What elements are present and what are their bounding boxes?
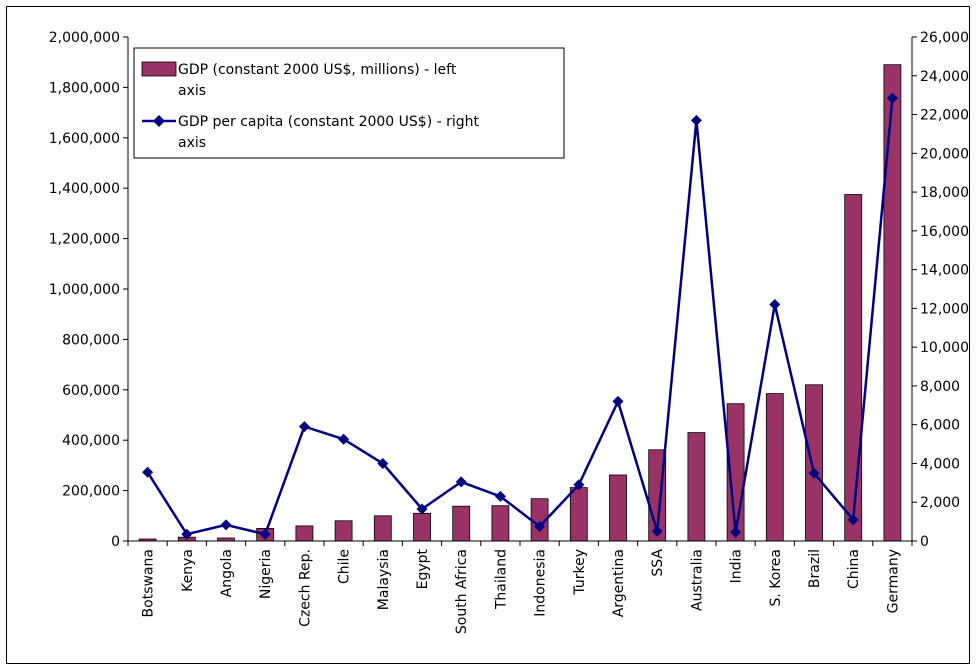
bar-s-korea [765,393,784,542]
bar-turkey [569,487,588,542]
category-label: South Africa [454,549,470,634]
legend-bar-label-line1: GDP (constant 2000 US$, millions) - left [178,62,457,78]
bar-egypt [413,512,431,542]
bar-malaysia [373,515,392,542]
legend-line-marker [153,115,165,127]
right-tick-label: 16,000 [920,224,969,240]
right-tick-label: 8,000 [920,379,960,395]
category-label: Czech Rep. [297,549,313,627]
line-marker-thailand [494,490,506,502]
legend-line-label-line1: GDP per capita (constant 2000 US$) - rig… [178,114,480,130]
left-tick-label: 1,000,000 [49,282,120,298]
line-marker-botswana [142,466,154,478]
bar-china [844,194,863,542]
category-label: Egypt [415,549,431,590]
left-tick-label: 1,800,000 [49,80,120,96]
category-label: Chile [337,549,353,584]
left-tick-label: 2,000,000 [49,30,120,46]
category-label: Indonesia [533,549,549,617]
line-marker-kenya [181,528,193,540]
line-marker-south-africa [455,476,467,488]
line-marker-china [847,514,859,526]
left-tick-label: 0 [111,534,120,550]
category-label: SSA [650,549,666,577]
category-labels: Botswana Kenya Angola Nigeria Czech Rep. Chil… [141,549,902,635]
right-tick-label: 12,000 [920,301,969,317]
category-label: China [846,549,862,589]
right-tick-label: 0 [920,534,929,550]
left-tick-label: 600,000 [62,383,120,399]
line-marker-czech-rep- [298,421,310,433]
category-label: Argentina [611,549,627,617]
left-tick-label: 1,200,000 [49,232,120,248]
category-label: Brazil [807,549,823,588]
category-label: Thailand [493,549,509,610]
bar-brazil [805,384,823,542]
right-tick-label: 20,000 [920,146,969,162]
right-tick-label: 22,000 [920,108,969,124]
bar-australia [687,432,706,542]
line-marker-nigeria [259,528,271,540]
bar-czech-rep- [295,525,314,542]
left-axis-ticks: 0 200,000 400,000 600,000 800,000 1,000,000 1,… [49,30,128,550]
right-tick-label: 24,000 [920,69,969,85]
left-tick-label: 800,000 [62,332,120,348]
legend-bar-swatch [141,61,177,77]
right-tick-label: 18,000 [920,185,969,201]
legend-bar-label-line2: axis [178,83,206,99]
right-tick-label: 14,000 [920,263,969,279]
line-series-group [142,92,898,540]
line-gdp-per-capita [146,97,894,536]
line-marker-argentina [612,395,624,407]
category-label: Australia [689,549,705,611]
bar-thailand [491,505,510,542]
line-marker-ssa [651,525,663,537]
right-tick-label: 6,000 [920,418,960,434]
line-marker-australia [690,114,702,126]
category-label: Germany [885,549,901,613]
line-marker-brazil [808,467,820,479]
category-label: Kenya [180,549,196,592]
line-marker-egypt [416,503,428,515]
line-marker-germany [886,92,898,104]
category-label: S. Korea [768,549,784,606]
right-tick-label: 2,000 [920,495,960,511]
legend-box [133,47,565,159]
line-marker-s-korea [769,299,781,310]
category-label: Angola [219,549,235,597]
legend-line-label-line2: axis [178,135,206,151]
right-tick-label: 4,000 [920,456,960,472]
left-tick-label: 1,400,000 [49,181,120,197]
line-marker-chile [338,433,350,445]
bar-south-africa [452,505,471,542]
bar-chile [334,520,353,542]
line-marker-malaysia [377,458,389,469]
right-tick-label: 10,000 [920,340,969,356]
left-tick-label: 200,000 [62,484,120,500]
left-tick-label: 1,600,000 [49,131,120,147]
left-tick-label: 400,000 [62,433,120,449]
category-label: Malaysia [376,549,392,610]
category-label: Nigeria [258,549,274,599]
line-marker-indonesia [534,521,546,532]
category-label: Turkey [572,549,588,596]
line-marker-angola [220,519,232,531]
right-axis-ticks: 0 2,000 4,000 6,000 8,000 10,000 12,000 14,000 1… [912,30,969,550]
line-marker-india [730,526,742,538]
category-label: India [729,549,745,583]
line-marker-turkey [573,479,585,491]
legend: GDP (constant 2000 US$, millions) - left… [133,47,565,159]
right-tick-label: 26,000 [920,30,969,46]
bar-germany [883,64,902,542]
category-label: Botswana [141,549,157,617]
bar-argentina [609,474,627,542]
